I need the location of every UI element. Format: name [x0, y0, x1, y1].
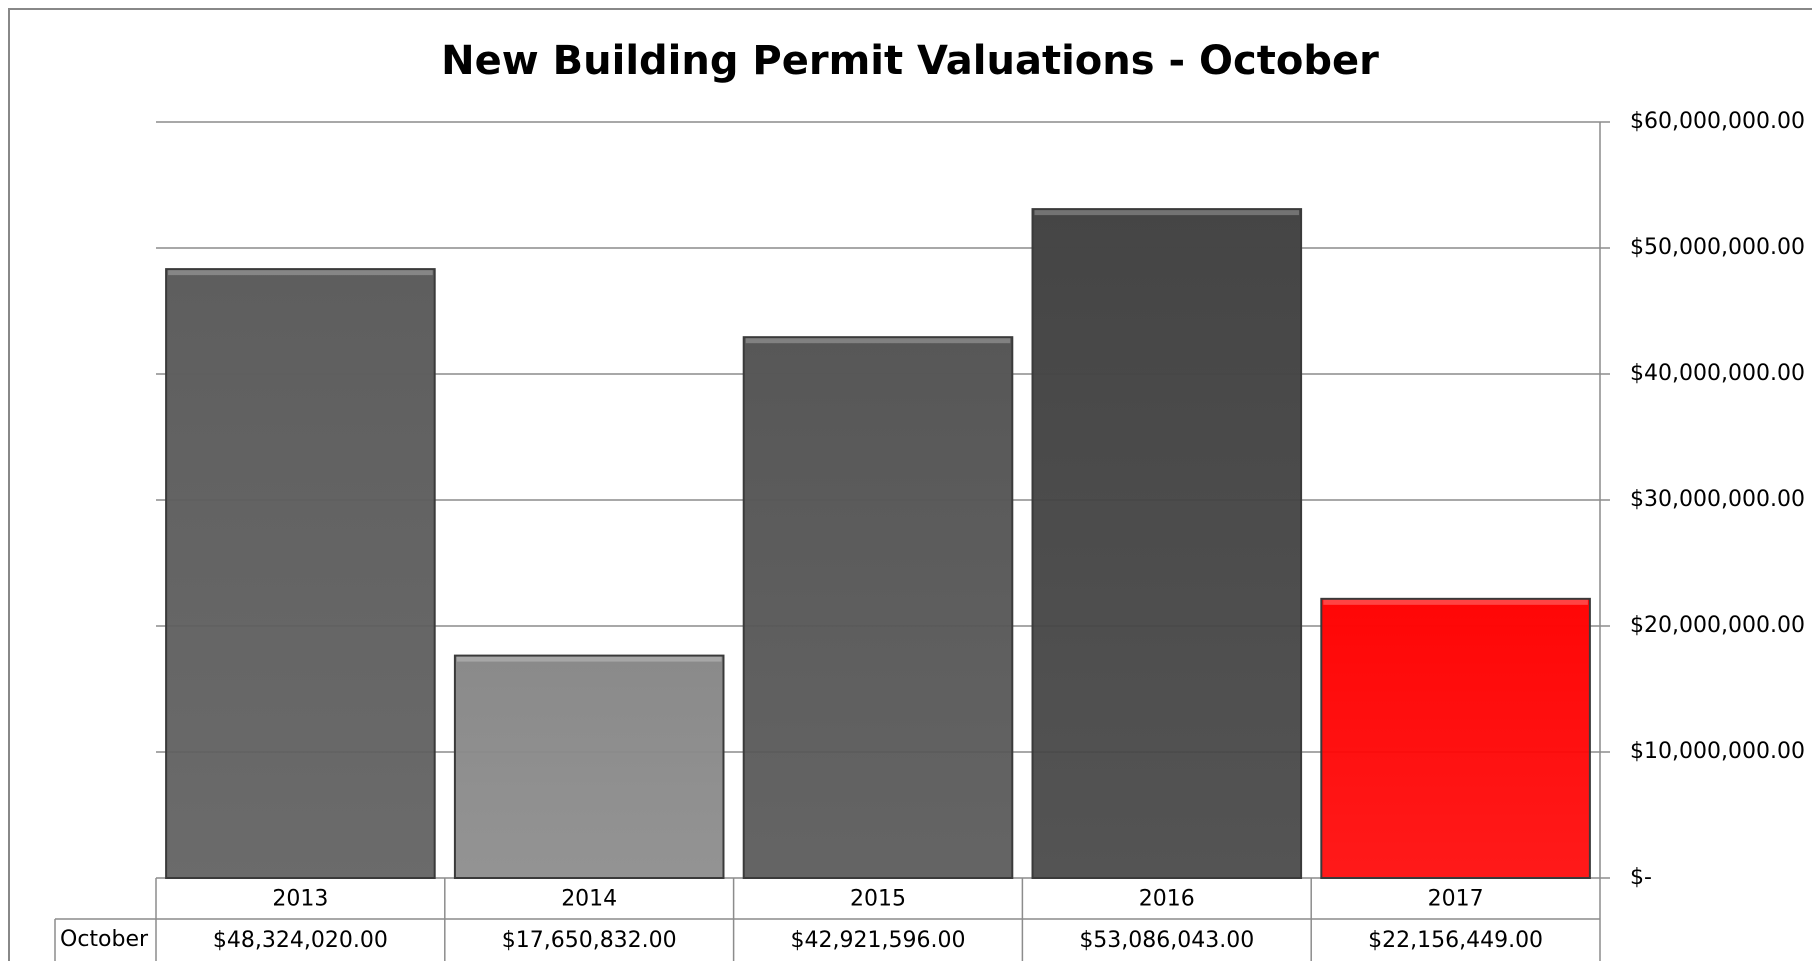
y-tick-label: $20,000,000.00 [1630, 613, 1805, 638]
bar [742, 336, 1014, 880]
bar-bevel [168, 270, 433, 276]
chart-frame [8, 8, 1812, 961]
legend-label: October [60, 927, 149, 952]
bar-bevel [1034, 210, 1300, 216]
y-tick-label: $30,000,000.00 [1630, 487, 1805, 512]
bar [1031, 208, 1303, 880]
data-label: $42,921,596.00 [791, 928, 966, 953]
y-tick-label: $40,000,000.00 [1630, 361, 1805, 386]
data-label: $53,086,043.00 [1079, 928, 1254, 953]
x-tick-label: 2014 [561, 887, 617, 912]
bar-bevel [456, 656, 722, 662]
x-tick-label: 2017 [1428, 887, 1484, 912]
x-tick-label: 2015 [850, 887, 906, 912]
y-tick-label: $10,000,000.00 [1630, 739, 1805, 764]
data-label: $22,156,449.00 [1368, 928, 1543, 953]
x-tick-label: 2013 [272, 887, 328, 912]
data-label: $17,650,832.00 [502, 928, 677, 953]
data-label: $48,324,020.00 [213, 928, 388, 953]
y-tick-label: $- [1630, 865, 1652, 890]
bar [453, 654, 725, 879]
bar-bevel [745, 338, 1011, 344]
y-tick-label: $50,000,000.00 [1630, 235, 1805, 260]
bar-bevel [1323, 599, 1588, 605]
bar [165, 268, 436, 879]
bar [1320, 597, 1591, 879]
x-tick-label: 2016 [1139, 887, 1195, 912]
y-tick-label: $60,000,000.00 [1630, 109, 1805, 134]
chart-title: New Building Permit Valuations - October [441, 38, 1379, 84]
